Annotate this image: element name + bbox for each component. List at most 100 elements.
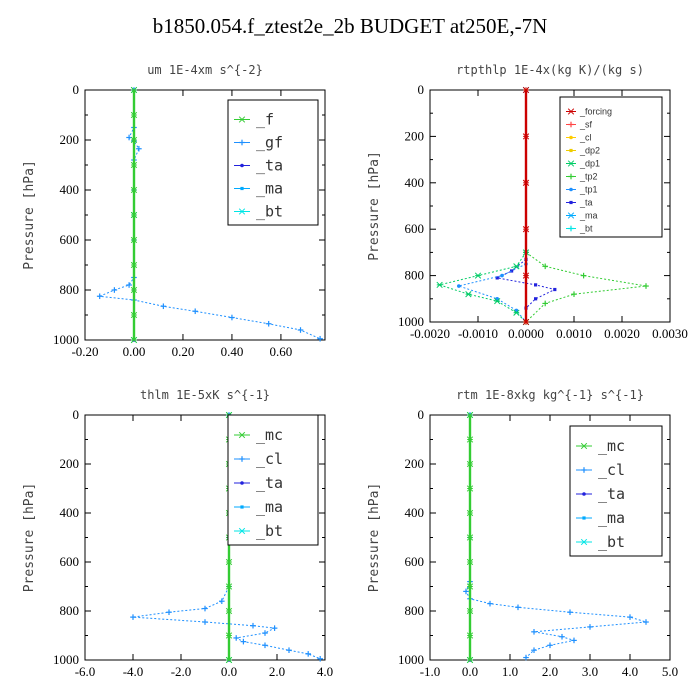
legend-label: _mc [256,426,283,444]
legend-entry: _ma [234,498,283,516]
y-tick-label: 400 [405,175,425,190]
legend: _mc _cl _ta _ma _bt [569,425,663,557]
legend-entry: _cl [576,461,625,479]
y-tick-label: 600 [60,554,80,569]
x-tick-label: -0.20 [71,344,98,359]
legend-entry: _forcing [566,107,612,117]
chart-panel-2: rtpthlp 1E-4x(kg K)/(kg s) Pressure [hPa]… [367,63,688,341]
legend-entry: _mc [576,437,625,455]
legend-entry: _ma [234,180,283,198]
y-tick-label: 1000 [53,652,79,667]
y-tick-label: 200 [60,132,80,147]
y-tick-label: 800 [405,603,425,618]
x-tick-label: 0.0010 [556,326,592,341]
series-tp2 [523,249,649,325]
legend-label: _bt [579,224,593,234]
legend-entry: _tp2 [566,172,598,182]
chart-panel-3: thlm 1E-5xK s^{-1} Pressure [hPa] 0 200 400 6… [22,388,333,679]
legend-label: _ma [256,498,283,516]
x-tick-label: 0.0 [221,664,237,679]
legend-entry: _bt [576,533,625,551]
x-tick-label: -1.0 [420,664,441,679]
legend-label: _ma [598,509,625,527]
x-tick-label: 0.0030 [652,326,688,341]
chart-title: um 1E-4xm s^{-2} [147,63,263,77]
y-tick-label: 0 [73,407,80,422]
legend-entry: _dp2 [566,146,600,156]
x-tick-label: 0.40 [221,344,244,359]
legend-label: _mc [598,437,625,455]
series-dp1 [436,249,530,326]
legend-label: _cl [256,450,283,468]
x-tick-label: 2.0 [542,664,558,679]
legend-entry: _sf [566,120,593,130]
y-axis-label: Pressure [hPa] [22,160,37,270]
x-tick-label: 3.0 [582,664,598,679]
y-tick-label: 0 [418,407,425,422]
legend-entry: _tp1 [566,185,598,195]
legend-entry: _bt [566,224,593,234]
y-tick-label: 400 [405,505,425,520]
y-axis-label: Pressure [hPa] [367,151,382,261]
legend-label: _dp2 [579,146,600,156]
legend-entry: _ma [566,211,598,221]
legend-label: _forcing [579,107,612,117]
series-line [525,251,647,323]
series-line [465,415,647,658]
legend-entry: _ma [576,509,625,527]
y-tick-label: 1000 [53,332,79,347]
x-tick-label: 4.0 [317,664,333,679]
legend-label: _dp1 [579,159,600,169]
x-tick-label: -2.0 [171,664,192,679]
y-tick-label: 200 [405,128,425,143]
legend-entry: _ta [234,157,283,175]
legend-entry: _cl [234,450,283,468]
legend-label: _cl [598,461,625,479]
chart-title: rtpthlp 1E-4x(kg K)/(kg s) [456,63,644,77]
x-tick-label: -6.0 [75,664,96,679]
legend: _f _gf _ta _ma _bt [227,99,319,226]
y-tick-label: 0 [73,82,80,97]
y-tick-label: 0 [418,82,425,97]
legend-entry: _ta [566,198,593,208]
y-axis-label: Pressure [hPa] [22,483,37,593]
legend-label: _tp2 [579,172,598,182]
legend-label: _ma [256,180,283,198]
x-tick-label: 2.0 [269,664,285,679]
legend-label: _ta [598,485,625,503]
series-forcing [522,86,530,326]
legend: _forcing _sf _cl _dp2 _dp1 _tp2 _tp1 _ta _ma _bt [559,96,663,238]
series-f [130,86,138,344]
x-tick-label: 0.0020 [604,326,640,341]
legend-label: _bt [256,522,283,540]
legend-label: _ta [256,157,283,175]
legend-label: _tp1 [579,185,598,195]
y-tick-label: 800 [60,603,80,618]
chart-title: rtm 1E-8xkg kg^{-1} s^{-1} [456,388,644,402]
x-tick-label: -0.0020 [410,326,450,341]
legend-entry: _ta [234,474,283,492]
x-tick-label: 0.0000 [508,326,544,341]
legend-label: _ta [579,198,593,208]
x-tick-label: 1.0 [502,664,518,679]
legend-label: _bt [256,203,283,221]
x-tick-label: 0.00 [123,344,146,359]
x-tick-label: 5.0 [662,664,678,679]
legend-entry: _ta [576,485,625,503]
y-tick-label: 800 [60,282,80,297]
x-tick-label: 4.0 [622,664,638,679]
x-tick-label: 0.0 [462,664,478,679]
legend-entry: _bt [234,203,283,221]
legend-label: _ma [579,211,598,221]
figure-title: b1850.054.f_ztest2e_2b BUDGET at250E,-7N [152,14,548,38]
y-axis-label: Pressure [hPa] [367,483,382,593]
y-tick-label: 1000 [398,314,424,329]
y-tick-label: 600 [405,221,425,236]
chart-panel-1: um 1E-4xm s^{-2} Pressure [hPa] 0 200 400 600… [22,63,326,359]
legend-entry: _gf [234,134,283,152]
legend-entry: _dp1 [566,159,600,169]
series-line [437,252,527,323]
x-tick-label: 0.60 [270,344,293,359]
x-tick-label: -0.0010 [458,326,498,341]
